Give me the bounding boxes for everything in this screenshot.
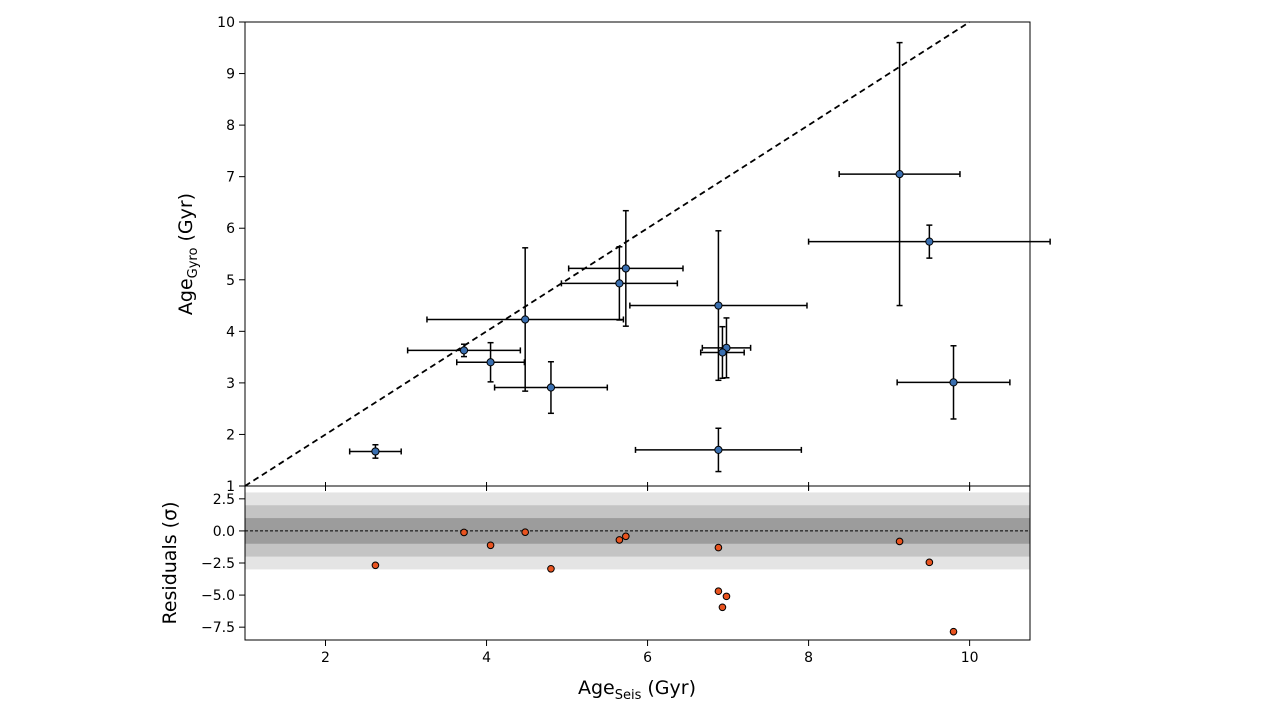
data-point [714,301,723,310]
data-point [925,237,934,246]
data-point [615,279,624,288]
top-y-label-main: Age [175,278,197,315]
data-point [714,445,723,455]
residual-point [622,532,630,541]
top-y-tick-label: 6 [226,221,235,237]
x-axis-label: AgeSeis (Gyr) [578,677,696,703]
top-tick-group: 1 2 3 4 5 6 7 8 9 10 [217,15,971,495]
top-panel: 1 2 3 4 5 6 7 8 9 10 AgeGyro (Gyr) [175,15,1051,495]
data-point [546,383,556,392]
residual-point-group [371,528,958,636]
top-plot-frame [244,21,1031,487]
top-y-tick-label: 3 [226,376,235,392]
x-tick-label: 4 [482,650,491,666]
top-y-tick-label: 10 [217,15,235,31]
bottom-panel: 2.5 0.0 −2.5 −5.0 −7.5 2 4 6 8 10 Residuals (σ) A… [159,485,1031,703]
bottom-y-tick-label: −2.5 [201,556,235,572]
top-y-tick-label: 7 [226,170,235,186]
x-label-sub: Seis [615,688,642,703]
one-to-one-dashed-line [244,21,971,487]
residual-point [371,561,380,570]
residual-point [615,536,624,544]
bottom-tick-group: 2.5 0.0 −2.5 −5.0 −7.5 2 4 6 8 10 [201,486,979,666]
data-point [718,348,727,357]
data-point-group [371,169,958,456]
top-y-tick-label: 2 [226,427,235,443]
x-label-unit: (Gyr) [641,677,696,699]
x-tick-label: 2 [321,650,330,666]
bottom-y-tick-label: 0.0 [213,524,235,540]
x-tick-label: 8 [804,650,813,666]
data-point [521,315,530,324]
residual-point [460,528,468,537]
top-y-axis-label: AgeGyro (Gyr) [175,193,201,315]
x-tick-label: 6 [643,650,652,666]
bottom-plot-frame [244,485,1031,641]
x-tick-label: 10 [961,650,979,666]
top-y-tick-label: 8 [226,118,235,134]
error-bar-group [348,41,1051,473]
residual-point [895,537,904,546]
residual-point [925,558,934,567]
top-y-tick-label: 9 [226,67,235,83]
top-y-tick-label: 5 [226,273,235,289]
bottom-y-tick-label: −5.0 [201,588,235,604]
data-point [486,358,495,367]
residual-point [949,627,958,636]
top-y-tick-label: 4 [226,324,235,340]
bottom-y-tick-label: −7.5 [201,620,235,636]
bottom-y-axis-label: Residuals (σ) [159,501,181,624]
residual-point [714,543,723,552]
residual-point [521,528,529,537]
data-point [949,378,958,387]
data-point [621,264,630,273]
residual-point [722,592,731,601]
data-point [895,169,904,179]
top-y-label-sub: Gyro [186,248,201,279]
data-point [371,447,380,456]
top-y-tick-label: 1 [226,479,235,495]
residual-point [718,603,727,612]
x-label-main: Age [578,677,615,699]
bottom-y-tick-label: 2.5 [213,492,235,508]
top-y-label-unit: (Gyr) [175,193,197,248]
residual-point [714,587,723,596]
residual-point [486,541,495,550]
residual-point [547,564,555,573]
data-point [459,346,469,355]
